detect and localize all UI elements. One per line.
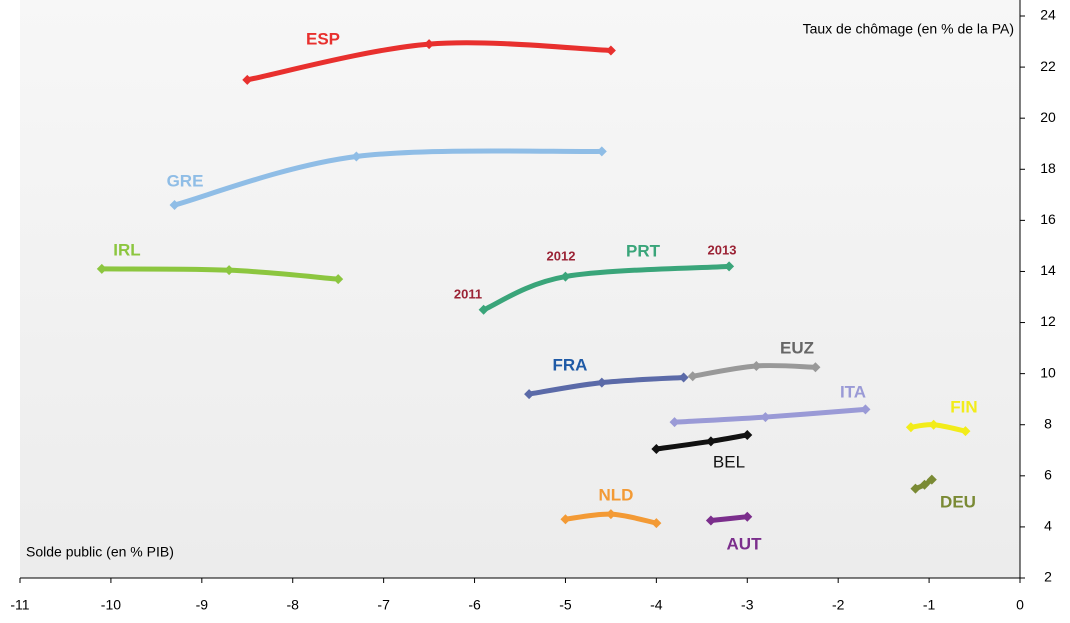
series-label: GRE <box>167 171 204 190</box>
year-annotation: 2011 <box>454 286 482 301</box>
point-marker <box>596 146 607 157</box>
point-marker <box>705 436 716 447</box>
year-annotation: 2013 <box>708 242 737 257</box>
point-marker <box>224 265 235 276</box>
y-tick-label: 10 <box>1040 364 1056 380</box>
y-tick-label: 18 <box>1040 160 1056 176</box>
point-marker <box>678 372 689 383</box>
point-marker <box>960 426 971 437</box>
point-marker <box>751 360 762 371</box>
x-tick-label: -1 <box>923 597 936 613</box>
series-label: FIN <box>950 397 977 416</box>
x-tick-label: -6 <box>468 597 481 613</box>
series-label: DEU <box>940 492 976 511</box>
x-tick-label: -5 <box>559 597 572 613</box>
point-marker <box>242 74 253 85</box>
series-label: FRA <box>553 355 588 374</box>
y-tick-label: 22 <box>1040 58 1056 74</box>
series-label: BEL <box>713 452 745 471</box>
point-marker <box>905 422 916 433</box>
y-tick-label: 2 <box>1044 569 1052 585</box>
x-tick-label: -4 <box>650 597 663 613</box>
point-marker <box>478 304 489 315</box>
x-tick-label: -2 <box>832 597 845 613</box>
x-axis-title: Solde public (en % PIB) <box>26 544 174 560</box>
y-tick-label: 14 <box>1040 262 1056 278</box>
point-marker <box>742 511 753 522</box>
point-marker <box>926 474 937 485</box>
y-tick-label: 12 <box>1040 313 1056 329</box>
point-marker <box>333 274 344 285</box>
point-marker <box>919 479 930 490</box>
series-line <box>481 263 732 313</box>
point-marker <box>560 271 571 282</box>
series-label: IRL <box>113 240 140 259</box>
series-label: ESP <box>306 29 340 48</box>
y-tick-label: 6 <box>1044 467 1052 483</box>
y-tick-label: 4 <box>1044 518 1052 534</box>
series-label: EUZ <box>780 338 814 357</box>
point-marker <box>705 515 716 526</box>
x-tick-label: -3 <box>741 597 754 613</box>
point-marker <box>928 419 939 430</box>
series-label: NLD <box>599 485 634 504</box>
point-marker <box>669 417 680 428</box>
x-tick-label: -11 <box>10 597 29 613</box>
point-marker <box>596 377 607 388</box>
point-marker <box>169 200 180 211</box>
series-label: AUT <box>727 534 763 553</box>
point-marker <box>351 151 362 162</box>
x-tick-label: -9 <box>196 597 209 613</box>
point-marker <box>724 261 735 272</box>
point-marker <box>524 389 535 400</box>
point-marker <box>687 371 698 382</box>
point-marker <box>810 362 821 373</box>
point-marker <box>742 429 753 440</box>
point-marker <box>760 412 771 423</box>
x-tick-label: -8 <box>287 597 300 613</box>
point-marker <box>910 483 921 494</box>
series-label: ITA <box>840 382 866 401</box>
y-tick-label: 8 <box>1044 415 1052 431</box>
series-label: PRT <box>626 241 661 260</box>
point-marker <box>605 509 616 520</box>
y-tick-label: 24 <box>1040 7 1056 23</box>
point-marker <box>651 518 662 529</box>
year-annotation: 2012 <box>547 248 576 263</box>
y-tick-label: 20 <box>1040 109 1056 125</box>
point-marker <box>605 45 616 56</box>
point-marker <box>424 39 435 50</box>
y-tick-label: 16 <box>1040 211 1056 227</box>
point-marker <box>96 263 107 274</box>
x-tick-label: -7 <box>377 597 390 613</box>
y-axis-title: Taux de chômage (en % de la PA) <box>803 21 1014 37</box>
point-marker <box>651 443 662 454</box>
point-marker <box>860 404 871 415</box>
x-tick-label: -10 <box>101 597 121 613</box>
x-tick-label: 0 <box>1016 597 1024 613</box>
point-marker <box>560 514 571 525</box>
